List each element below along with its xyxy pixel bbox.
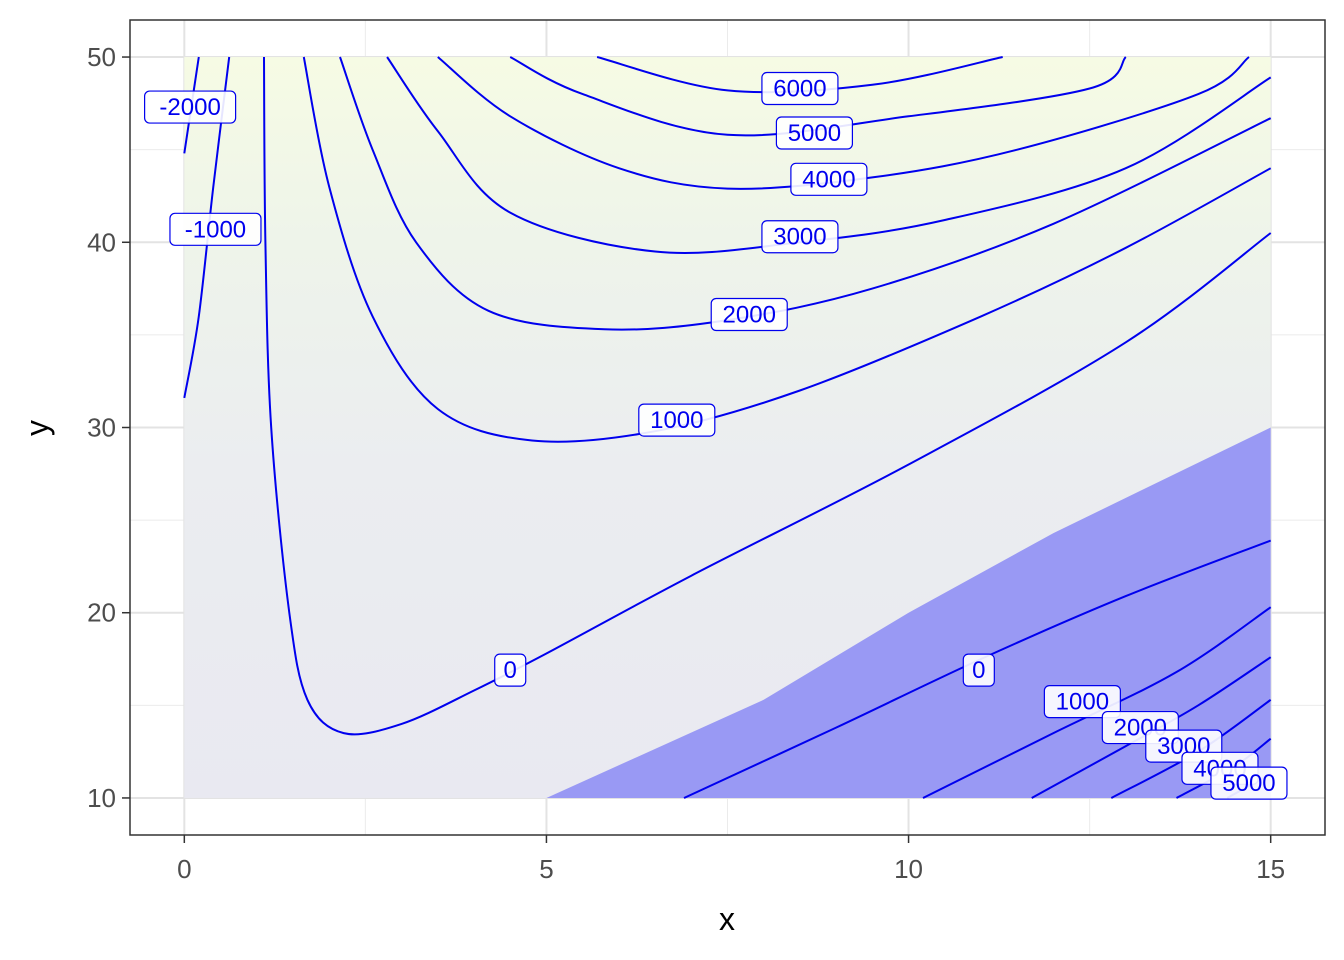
contour-label-box xyxy=(790,162,868,196)
contour-label-box xyxy=(494,653,527,687)
x-tick-label: 10 xyxy=(894,854,923,884)
contour-label: 0 xyxy=(494,653,527,687)
contour-line-2000 xyxy=(339,56,1272,331)
x-tick-label: 15 xyxy=(1256,854,1285,884)
contour-label-box xyxy=(144,90,237,124)
contour-label-text: 0 xyxy=(972,657,985,684)
contour-label: 3000 xyxy=(761,220,839,254)
contour-label: 5000 xyxy=(1210,766,1288,800)
contour-line-0 xyxy=(263,56,1272,736)
x-axis-title: x xyxy=(719,901,735,937)
contour-label-box xyxy=(1210,766,1288,800)
contour-label-text: 1000 xyxy=(1056,689,1109,716)
contour-label: 4000 xyxy=(790,162,868,196)
contour-label: 2000 xyxy=(710,297,788,332)
contour-label-text: 4000 xyxy=(802,166,855,193)
x-tick-label: 0 xyxy=(177,854,191,884)
contour-label-text: 1000 xyxy=(650,407,703,434)
contour-labels: -2000 -1000 6000 5000 4000 3000 2000 1000 0 0 1000… xyxy=(144,71,1288,800)
contour-label-text: 3000 xyxy=(773,224,826,251)
contour-label-text: 2000 xyxy=(723,302,776,329)
contour-label-box xyxy=(1043,685,1121,719)
x-tick-label: 5 xyxy=(539,854,553,884)
y-axis: 10 20 30 40 50 xyxy=(87,42,130,813)
contour-label-text: 0 xyxy=(504,657,517,684)
y-tick-label: 50 xyxy=(87,42,116,72)
contour-label: 0 xyxy=(962,653,995,687)
contour-label-box xyxy=(710,297,788,332)
contour-line-1000 xyxy=(302,56,1272,443)
contour-label-text: -2000 xyxy=(159,94,220,121)
contour-label-box xyxy=(775,116,854,150)
contour-label-text: 5000 xyxy=(1222,770,1275,797)
contour-label: 5000 xyxy=(775,116,854,150)
contour-label: 1000 xyxy=(1043,685,1121,719)
contour-label: -2000 xyxy=(144,90,237,124)
contour-label-box xyxy=(761,71,839,106)
contour-label-box xyxy=(169,212,262,246)
y-axis-title: y xyxy=(19,420,55,436)
x-axis: 0 5 10 15 xyxy=(177,835,1285,884)
y-tick-label: 10 xyxy=(87,783,116,813)
contour-label: 1000 xyxy=(638,403,716,437)
y-tick-label: 20 xyxy=(87,598,116,628)
contour-label-text: 6000 xyxy=(773,76,826,103)
contour-label-box xyxy=(761,220,839,254)
contour-label: 6000 xyxy=(761,71,839,106)
contour-label-text: -1000 xyxy=(185,216,246,243)
y-tick-label: 30 xyxy=(87,413,116,443)
contour-label-text: 5000 xyxy=(788,120,841,147)
contour-label-box xyxy=(638,403,716,437)
y-tick-label: 40 xyxy=(87,227,116,257)
contour-label-box xyxy=(962,653,995,687)
contour-label: -1000 xyxy=(169,212,262,246)
